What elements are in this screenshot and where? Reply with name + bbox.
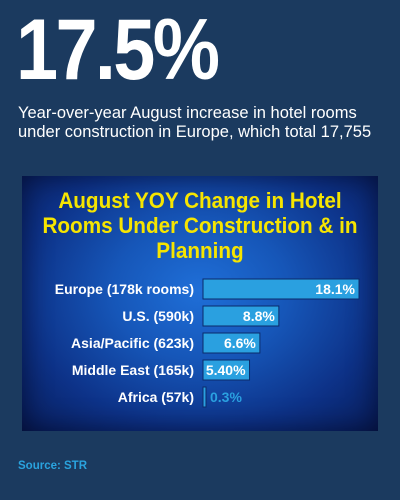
category-label: U.S. (590k) xyxy=(122,308,194,324)
bar xyxy=(202,332,261,354)
value-label: 18.1% xyxy=(315,281,355,297)
value-label: 0.3% xyxy=(210,389,242,405)
bar-chart: Europe (178k rooms) 18.1% U.S. (590k) 8.8% A… xyxy=(55,278,360,408)
category-label: Asia/Pacific (623k) xyxy=(71,335,194,351)
category-label: Africa (57k) xyxy=(118,389,194,405)
category-label: Middle East (165k) xyxy=(72,362,194,378)
category-label: Europe (178k rooms) xyxy=(55,281,194,297)
bar xyxy=(202,305,280,327)
value-label: 6.6% xyxy=(224,335,256,351)
bar xyxy=(202,386,207,408)
bar xyxy=(202,278,360,300)
headline-description: Year-over-year August increase in hotel … xyxy=(18,104,372,141)
value-label: 5.40% xyxy=(206,362,246,378)
value-label: 8.8% xyxy=(243,308,275,324)
chart-panel: August YOY Change in Hotel Rooms Under C… xyxy=(22,176,378,431)
headline-stat: 17.5% xyxy=(16,2,220,98)
bar xyxy=(202,359,251,381)
chart-title: August YOY Change in Hotel Rooms Under C… xyxy=(42,188,358,263)
source-note: Source: STR xyxy=(18,460,88,472)
